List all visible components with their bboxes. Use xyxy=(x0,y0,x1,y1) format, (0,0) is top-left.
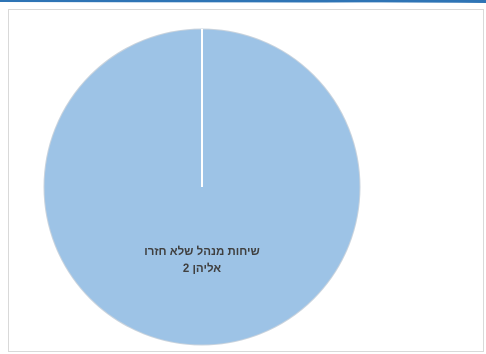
slice-label-line-2: אליהן 2 xyxy=(183,262,221,275)
header-accent-strip xyxy=(0,0,486,3)
accent-strip-shape xyxy=(0,0,486,3)
pie-slices xyxy=(43,28,361,346)
slice-label-line-1: שיחות מנהל שלא חזרו xyxy=(144,245,260,258)
